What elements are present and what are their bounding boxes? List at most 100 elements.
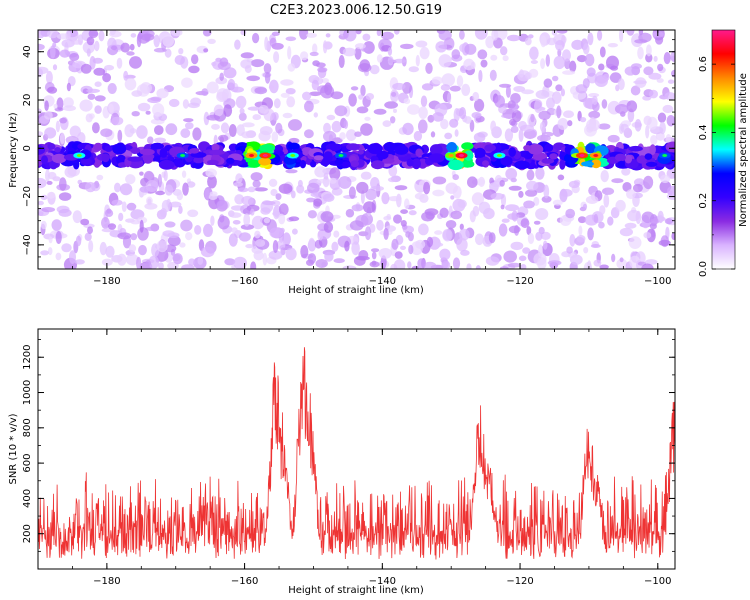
heatmap-noise-cell bbox=[607, 43, 619, 48]
heatmap-noise-cell bbox=[628, 236, 642, 250]
heatmap-noise-cell bbox=[452, 185, 462, 199]
heatmap-noise-cell bbox=[526, 226, 532, 236]
heatmap-noise-cell bbox=[500, 204, 505, 210]
heatmap-band-cell bbox=[139, 148, 155, 156]
heatmap-noise-cell bbox=[650, 218, 660, 224]
colorbar-tick-label: 0.0 bbox=[698, 261, 709, 277]
heatmap-noise-cell bbox=[117, 129, 123, 143]
heatmap-noise-cell bbox=[664, 218, 674, 225]
heatmap-noise-cell bbox=[254, 87, 268, 95]
x-tick-label: −160 bbox=[231, 276, 258, 287]
heatmap-noise-cell bbox=[508, 225, 521, 234]
heatmap-noise-cell bbox=[591, 95, 598, 106]
heatmap-noise-cell bbox=[290, 190, 296, 199]
heatmap-noise-cell bbox=[227, 78, 236, 89]
heatmap-noise-cell bbox=[619, 227, 634, 237]
heatmap-band-cell bbox=[514, 160, 530, 170]
heatmap-noise-cell bbox=[408, 244, 414, 255]
heatmap-band-cell bbox=[464, 150, 474, 161]
heatmap-noise-cell bbox=[547, 260, 562, 266]
heatmap-noise-cell bbox=[164, 221, 176, 228]
heatmap-band-cell bbox=[624, 154, 633, 164]
heatmap-noise-cell bbox=[393, 259, 406, 269]
heatmap-noise-cell bbox=[507, 100, 516, 109]
heatmap-noise-cell bbox=[535, 89, 550, 99]
x-tick-label: −120 bbox=[506, 576, 533, 587]
heatmap-band-cell bbox=[591, 159, 602, 169]
heatmap-noise-cell bbox=[255, 239, 266, 247]
heatmap-band-cell bbox=[247, 159, 261, 168]
heatmap-noise-cell bbox=[216, 199, 228, 212]
heatmap-noise-cell bbox=[631, 63, 642, 70]
heatmap-noise-cell bbox=[87, 226, 93, 234]
heatmap-noise-cell bbox=[181, 77, 193, 88]
heatmap-noise-cell bbox=[139, 171, 144, 176]
heatmap-noise-cell bbox=[557, 174, 565, 181]
heatmap-noise-cell bbox=[333, 230, 340, 238]
heatmap-noise-cell bbox=[317, 230, 324, 241]
heatmap-noise-cell bbox=[369, 261, 380, 268]
heatmap-noise-cell bbox=[525, 189, 538, 197]
heatmap-noise-cell bbox=[346, 129, 357, 142]
heatmap-noise-cell bbox=[84, 232, 92, 241]
heatmap-noise-cell bbox=[241, 195, 254, 205]
heatmap-noise-cell bbox=[329, 167, 341, 181]
heatmap-noise-cell bbox=[472, 205, 480, 217]
heatmap-noise-cell bbox=[364, 116, 371, 121]
colorbar-label: Normalized spectral amplitude bbox=[738, 73, 749, 227]
heatmap-noise-cell bbox=[500, 46, 508, 56]
heatmap-noise-cell bbox=[351, 204, 364, 212]
heatmap-noise-cell bbox=[273, 98, 281, 109]
heatmap-noise-cell bbox=[99, 241, 107, 256]
heatmap-noise-cell bbox=[269, 79, 279, 94]
heatmap-noise-cell bbox=[213, 104, 224, 117]
heatmap-noise-cell bbox=[569, 234, 576, 247]
heatmap-noise-cell bbox=[420, 95, 428, 108]
heatmap-noise-cell bbox=[71, 39, 83, 45]
heatmap-noise-cell bbox=[538, 110, 551, 121]
heatmap-noise-cell bbox=[656, 78, 664, 83]
heatmap-noise-cell bbox=[458, 228, 470, 241]
heatmap-band-cell bbox=[259, 144, 276, 153]
heatmap-band-cell bbox=[101, 153, 110, 163]
heatmap-noise-cell bbox=[415, 54, 420, 67]
heatmap-noise-cell bbox=[288, 216, 300, 222]
heatmap-noise-cell bbox=[280, 92, 290, 98]
heatmap-noise-cell bbox=[223, 104, 233, 117]
heatmap-band-cell bbox=[41, 155, 48, 165]
heatmap-y-axis-label: Frequency (Hz) bbox=[8, 112, 19, 188]
heatmap-band-cell bbox=[54, 147, 61, 153]
heatmap-noise-cell bbox=[250, 261, 257, 269]
heatmap-band-cell bbox=[287, 142, 300, 150]
heatmap-noise-cell bbox=[521, 89, 534, 95]
heatmap-noise-cell bbox=[162, 230, 175, 237]
heatmap-noise-cell bbox=[526, 180, 539, 191]
heatmap-noise-cell bbox=[469, 119, 475, 132]
heatmap-noise-cell bbox=[478, 69, 483, 83]
snr-y-axis: 200 400 600 800 1000 1200 bbox=[22, 339, 675, 552]
heatmap-band-cell bbox=[367, 143, 383, 155]
heatmap-noise-cell bbox=[317, 67, 328, 73]
heatmap-noise-cell bbox=[40, 250, 49, 256]
heatmap-noise-cell bbox=[657, 112, 667, 123]
heatmap-band-cell bbox=[129, 147, 141, 155]
heatmap-noise-cell bbox=[598, 221, 605, 229]
heatmap-noise-cell bbox=[273, 51, 280, 63]
heatmap-noise-cell bbox=[567, 120, 573, 127]
heatmap-noise-cell bbox=[230, 86, 244, 93]
heatmap-band-cell bbox=[482, 160, 489, 167]
heatmap-noise-cell bbox=[145, 259, 151, 267]
heatmap-noise-cell bbox=[509, 118, 516, 126]
heatmap-noise-cell bbox=[176, 191, 183, 201]
heatmap-noise-cell bbox=[607, 216, 614, 226]
heatmap-noise-cell bbox=[313, 112, 318, 118]
colorbar-frame bbox=[711, 29, 736, 270]
heatmap-noise-cell bbox=[247, 106, 261, 111]
heatmap-noise-cell bbox=[664, 92, 675, 101]
heatmap-noise-cell bbox=[250, 59, 265, 68]
heatmap-noise-cell bbox=[309, 51, 319, 57]
heatmap-noise-cell bbox=[649, 89, 658, 99]
heatmap-band-cell bbox=[193, 156, 204, 164]
heatmap-noise-cell bbox=[665, 134, 672, 145]
heatmap-noise-cell bbox=[152, 103, 165, 117]
